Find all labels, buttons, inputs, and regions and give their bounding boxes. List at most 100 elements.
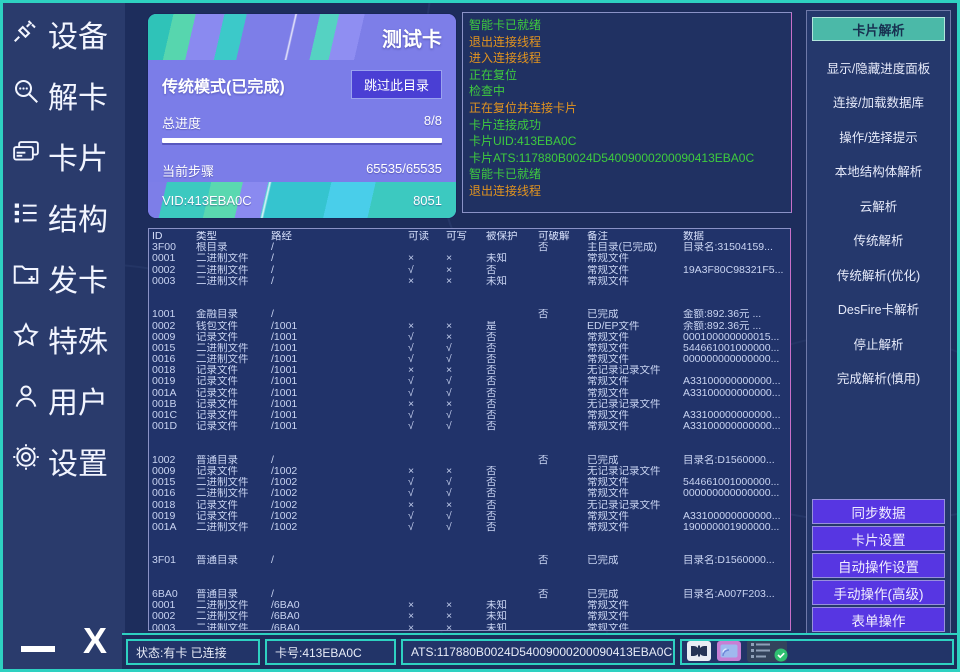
table-row[interactable]: 3F01 普通目录 / 否 已完成 目录名:D1560000... [152, 555, 790, 566]
table-cell [408, 555, 446, 566]
table-row[interactable]: 0016 二进制文件/1001 √ √ 否 常规文件 000000000000000... [152, 354, 790, 365]
table-row[interactable]: 0016 二进制文件/1002 √ √ 否 常规文件 000000000000000... [152, 488, 790, 499]
action-button[interactable]: 自动操作设置 [812, 553, 945, 578]
table-row[interactable]: 0002 二进制文件 / √ × 否 常规文件 19A3F80C98321F5... [152, 265, 790, 276]
right-nav-item[interactable]: 本地结构体解析 [834, 165, 923, 180]
action-button[interactable]: 表单操作 [812, 607, 945, 632]
table-row[interactable]: 0002 二进制文件/6BA0 × × 未知 常规文件 [152, 611, 790, 622]
table-cell: 1002 [152, 454, 176, 466]
sidebar-item-special[interactable]: 特殊 [3, 308, 125, 369]
table-cell: 0009 [152, 331, 176, 343]
table-spacer [152, 298, 790, 309]
table-cell: 主目录(已完成) [587, 242, 657, 254]
table-cell: √ [446, 342, 452, 354]
table-row[interactable]: 0003 二进制文件 / × × 未知 常规文件 [152, 276, 790, 287]
table-row[interactable]: 0015 二进制文件/1001 √ √ 否 常规文件 544661001000000... [152, 343, 790, 354]
right-nav-item[interactable]: DesFire卡解析 [837, 303, 920, 318]
table-row[interactable]: 0018 记录文件/1001 × × 否 无记录记录文件 [152, 365, 790, 376]
sidebar-item-settings[interactable]: 设置 [3, 430, 125, 491]
table-row[interactable]: 0018 记录文件/1002 × × 否 无记录记录文件 [152, 500, 790, 511]
table-cell: 0019 [152, 510, 176, 522]
right-nav-item[interactable]: 操作/选择提示 [839, 130, 918, 145]
sidebar-item-unlock[interactable]: 解卡 [3, 64, 125, 125]
table-row[interactable]: 0001 二进制文件 / × × 未知 常规文件 [152, 253, 790, 264]
table-cell: /1002 [271, 465, 298, 477]
table-cell: 否 [486, 488, 497, 500]
sidebar-item-device[interactable]: 设备 [3, 3, 125, 64]
table-row[interactable]: 001C 记录文件/1001 √ √ 否 常规文件 A33100000000000... [152, 410, 790, 421]
table-cell: √ [408, 477, 414, 489]
left-sidebar: 设备 解卡 卡片 结构 发卡 特殊 用户 设置 [3, 3, 125, 669]
table-row[interactable]: 0009 记录文件/1002 × × 否 无记录记录文件 [152, 466, 790, 477]
table-cell: /1001 [271, 354, 298, 366]
table-row[interactable]: 001B 记录文件/1001 × × 否 无记录记录文件 [152, 399, 790, 410]
table-row[interactable]: 0003 二进制文件/6BA0 × × 未知 常规文件 [152, 623, 790, 630]
table-cell [538, 623, 587, 630]
table-row[interactable]: 001D 记录文件/1001 √ √ 否 常规文件 A33100000000000... [152, 421, 790, 432]
table-row[interactable]: 0015 二进制文件/1002 √ √ 否 常规文件 544661001000000... [152, 477, 790, 488]
table-row[interactable]: 0001 二进制文件/6BA0 × × 未知 常规文件 [152, 600, 790, 611]
minimize-button[interactable] [21, 646, 55, 652]
action-button[interactable]: 同步数据 [812, 499, 945, 524]
table-cell: 未知 [486, 275, 507, 287]
sidebar-item-issue[interactable]: 发卡 [3, 247, 125, 308]
table-cell [446, 589, 486, 600]
table-cell [538, 332, 587, 343]
right-nav-item[interactable]: 传统解析 [853, 234, 904, 249]
close-button[interactable]: X [83, 620, 108, 661]
right-nav-item[interactable]: 完成解析(慎用) [836, 372, 921, 387]
table-spacer [152, 544, 790, 555]
right-nav-item[interactable]: 显示/隐藏进度面板 [826, 61, 931, 76]
table-row[interactable]: 0019 记录文件/1002 √ √ 否 常规文件 A33100000000000... [152, 511, 790, 522]
right-nav-item[interactable]: 停止解析 [853, 337, 904, 352]
table-cell [683, 600, 790, 611]
table-cell: × [408, 398, 415, 410]
table-cell: 无记录记录文件 [587, 398, 661, 410]
sidebar-item-label: 卡片 [48, 142, 108, 176]
action-button[interactable]: 手动操作(高级) [812, 580, 945, 605]
table-row[interactable]: 001A 记录文件/1001 √ √ 否 常规文件 A33100000000000... [152, 388, 790, 399]
right-nav-item[interactable]: 云解析 [859, 199, 898, 214]
table-cell: 否 [486, 499, 497, 511]
table-cell: 记录文件 [196, 365, 238, 377]
table-cell: 0015 [152, 342, 176, 354]
table-cell: 常规文件 [587, 510, 629, 522]
table-cell [538, 511, 587, 522]
action-button[interactable]: 卡片设置 [812, 526, 945, 551]
table-cell: 二进制文件 [196, 253, 249, 265]
sidebar-item-user[interactable]: 用户 [3, 369, 125, 430]
table-cell: / [271, 589, 274, 600]
table-header-cell: 可读 [408, 231, 429, 242]
sidebar-item-card[interactable]: 卡片 [3, 125, 125, 186]
contactless-card-icon[interactable] [717, 641, 741, 663]
sidebar-item-structure[interactable]: 结构 [3, 186, 125, 247]
table-row[interactable]: 6BA0 普通目录 / 否 已完成 目录名:A007F203... [152, 589, 790, 600]
table-row[interactable]: 001A 二进制文件/1002 √ √ 否 常规文件 190000001900000... [152, 522, 790, 533]
connector-icon[interactable] [687, 641, 711, 663]
right-nav-item[interactable]: 连接/加载数据库 [833, 96, 924, 111]
right-nav-item[interactable]: 传统解析(优化) [836, 268, 921, 283]
table-cell: 常规文件 [587, 488, 629, 500]
skip-directory-button[interactable]: 跳过此目录 [350, 70, 442, 99]
table-header-cell: 可写 [446, 231, 467, 242]
checklist-check-icon[interactable] [747, 641, 791, 663]
table-cell [446, 555, 486, 566]
table-row[interactable]: 0002 钱包文件/1001 × × 是 ED/EP文件 余额:892.36元 ... [152, 321, 790, 332]
table-cell: 已完成 [587, 309, 619, 321]
table-cell [486, 555, 538, 566]
table-cell: 否 [486, 342, 497, 354]
table-cell: √ [446, 421, 452, 433]
log-panel[interactable]: 智能卡已就绪 退出连接线程 进入连接线程 正在复位 检查中 正在复位并连接卡片 卡片连接成功… [462, 12, 792, 213]
table-cell: 0016 [152, 354, 176, 366]
table-row[interactable]: 3F00 根目录 / 否 主目录(已完成) 目录名:31504159... [152, 242, 790, 253]
table-row[interactable]: 0009 记录文件/1001 √ × 否 常规文件 000100000000015... [152, 332, 790, 343]
table-cell: 190000001900000... [683, 521, 780, 533]
structure-list-icon [11, 198, 41, 236]
log-line: 卡片ATS:117880B0024D54009000200090413EBA0C [469, 150, 755, 165]
table-cell: √ [408, 410, 414, 421]
table-row[interactable]: 0019 记录文件/1001 √ √ 否 常规文件 A33100000000000... [152, 376, 790, 387]
table-cell: 0018 [152, 365, 176, 377]
table-row[interactable]: 1001 金融目录 / 否 已完成 金额:892.36元 ... [152, 309, 790, 320]
table-row[interactable]: 1002 普通目录 / 否 已完成 目录名:D1560000... [152, 455, 790, 466]
